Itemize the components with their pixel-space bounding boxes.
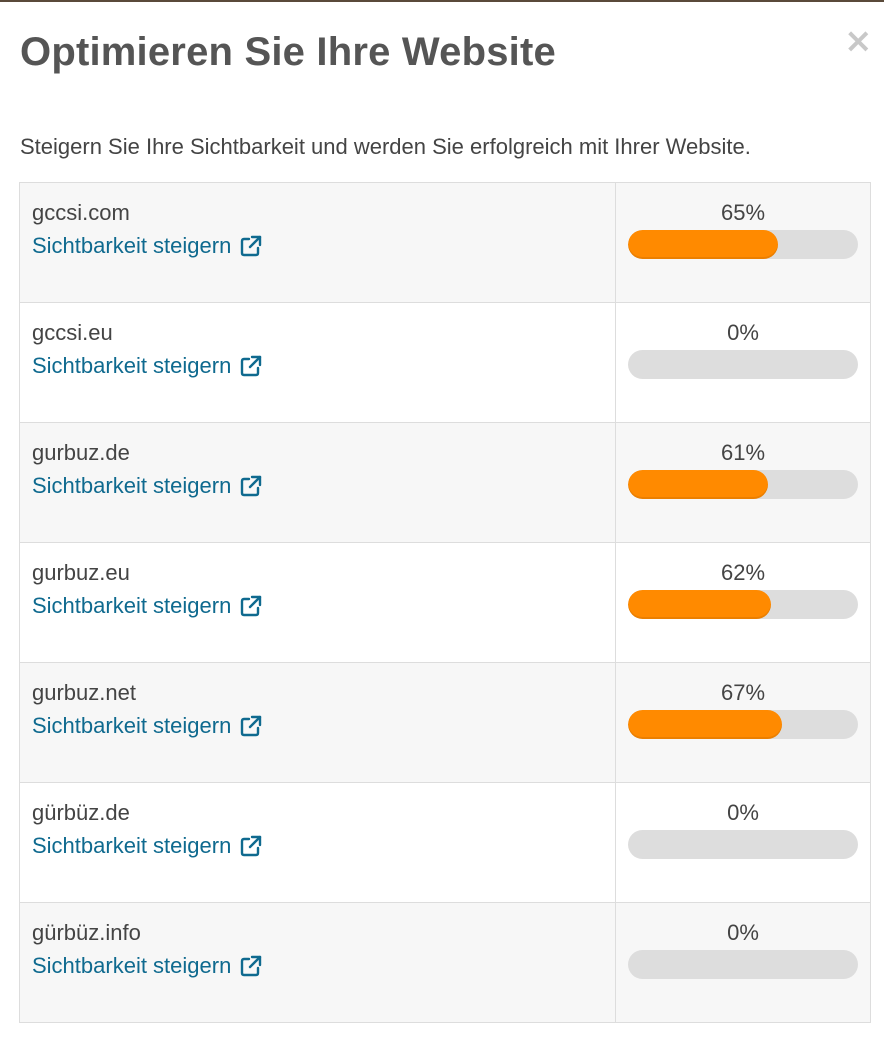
top-border — [0, 0, 884, 2]
close-button[interactable]: × — [844, 21, 873, 61]
external-link-icon — [241, 475, 262, 497]
domain-cell: gürbüz.info Sichtbarkeit steigern — [19, 902, 616, 1023]
domain-row: gürbüz.info Sichtbarkeit steigern 0% — [19, 902, 871, 1023]
external-link-icon — [241, 955, 262, 977]
visibility-progress-fill — [628, 230, 778, 259]
visibility-cell: 0% — [615, 782, 871, 903]
domain-cell: gccsi.com Sichtbarkeit steigern — [19, 182, 616, 303]
external-link-icon — [241, 235, 262, 257]
visibility-percent: 62% — [720, 560, 766, 585]
increase-visibility-label: Sichtbarkeit steigern — [32, 593, 232, 618]
dialog-subtitle: Steigern Sie Ihre Sichtbarkeit und werde… — [20, 134, 751, 159]
domain-table-body: gccsi.com Sichtbarkeit steigern 65% gccs… — [19, 182, 871, 1023]
domain-row: gurbuz.net Sichtbarkeit steigern 67% — [19, 662, 871, 783]
domain-cell: gurbuz.net Sichtbarkeit steigern — [19, 662, 616, 783]
domain-name: gccsi.com — [32, 200, 130, 225]
visibility-percent: 65% — [720, 200, 766, 225]
visibility-progress-bar — [628, 230, 858, 259]
visibility-progress-bar — [628, 710, 858, 739]
increase-visibility-label: Sichtbarkeit steigern — [32, 473, 232, 498]
domain-name: gurbuz.net — [32, 680, 136, 705]
external-link-icon — [241, 355, 262, 377]
increase-visibility-label: Sichtbarkeit steigern — [32, 353, 232, 378]
visibility-cell: 61% — [615, 422, 871, 543]
domain-row: gurbuz.de Sichtbarkeit steigern 61% — [19, 422, 871, 543]
visibility-progress-bar — [628, 830, 858, 859]
dialog-title: Optimieren Sie Ihre Website — [20, 30, 556, 74]
visibility-progress-fill — [628, 710, 783, 739]
increase-visibility-link[interactable]: Sichtbarkeit steigern — [32, 233, 263, 259]
domain-cell: gürbüz.de Sichtbarkeit steigern — [19, 782, 616, 903]
external-link-icon — [241, 835, 262, 857]
domain-cell: gurbuz.eu Sichtbarkeit steigern — [19, 542, 616, 663]
visibility-progress-bar — [628, 350, 858, 379]
increase-visibility-link[interactable]: Sichtbarkeit steigern — [32, 953, 263, 979]
visibility-percent: 67% — [720, 680, 766, 705]
domain-row: gccsi.eu Sichtbarkeit steigern 0% — [19, 302, 871, 423]
visibility-cell: 67% — [615, 662, 871, 783]
increase-visibility-label: Sichtbarkeit steigern — [32, 833, 232, 858]
domain-name: gürbüz.de — [32, 800, 130, 825]
visibility-cell: 0% — [615, 302, 871, 423]
visibility-cell: 0% — [615, 902, 871, 1023]
increase-visibility-label: Sichtbarkeit steigern — [32, 713, 232, 738]
domain-name: gccsi.eu — [32, 320, 113, 345]
increase-visibility-link[interactable]: Sichtbarkeit steigern — [32, 353, 263, 379]
domain-name: gurbuz.eu — [32, 560, 130, 585]
external-link-icon — [241, 715, 262, 737]
visibility-cell: 65% — [615, 182, 871, 303]
domain-row: gurbuz.eu Sichtbarkeit steigern 62% — [19, 542, 871, 663]
visibility-percent: 0% — [727, 320, 759, 345]
increase-visibility-link[interactable]: Sichtbarkeit steigern — [32, 833, 263, 859]
visibility-progress-bar — [628, 470, 858, 499]
increase-visibility-link[interactable]: Sichtbarkeit steigern — [32, 473, 263, 499]
visibility-cell: 62% — [615, 542, 871, 663]
increase-visibility-label: Sichtbarkeit steigern — [32, 953, 232, 978]
visibility-progress-bar — [628, 950, 858, 979]
domain-cell: gurbuz.de Sichtbarkeit steigern — [19, 422, 616, 543]
domain-cell: gccsi.eu Sichtbarkeit steigern — [19, 302, 616, 423]
external-link-icon — [241, 595, 262, 617]
domain-name: gürbüz.info — [32, 920, 141, 945]
visibility-percent: 61% — [720, 440, 766, 465]
domain-name: gurbuz.de — [32, 440, 130, 465]
visibility-percent: 0% — [727, 800, 759, 825]
increase-visibility-link[interactable]: Sichtbarkeit steigern — [32, 713, 263, 739]
increase-visibility-link[interactable]: Sichtbarkeit steigern — [32, 593, 263, 619]
domain-table: gccsi.com Sichtbarkeit steigern 65% gccs… — [19, 182, 871, 1023]
increase-visibility-label: Sichtbarkeit steigern — [32, 233, 232, 258]
domain-row: gürbüz.de Sichtbarkeit steigern 0% — [19, 782, 871, 903]
visibility-progress-fill — [628, 470, 769, 499]
visibility-percent: 0% — [727, 920, 759, 945]
domain-row: gccsi.com Sichtbarkeit steigern 65% — [19, 182, 871, 303]
visibility-progress-bar — [628, 590, 858, 619]
visibility-progress-fill — [628, 590, 771, 619]
